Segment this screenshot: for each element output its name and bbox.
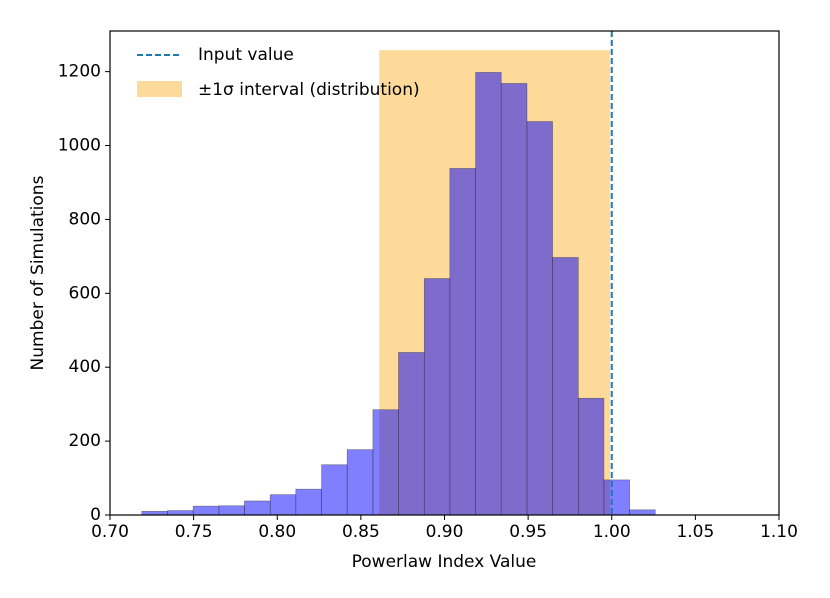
y-tick-label: 1000 [58,136,101,156]
bar [423,278,451,516]
x-tick-label: 0.85 [342,522,380,542]
y-tick-label: 600 [69,283,101,303]
x-tick-label: 0.70 [91,522,129,542]
y-tick-label: 0 [90,505,101,525]
bar [449,168,476,516]
bar [346,449,374,516]
y-tick-label: 400 [69,357,101,377]
bar [321,464,348,516]
bar [475,72,502,516]
legend-interval-swatch [137,81,182,97]
x-tick-label: 1.10 [760,522,798,542]
bar [372,409,399,516]
x-axis-label: Powerlaw Index Value [352,552,537,572]
bar [577,397,605,516]
y-axis-label: Number of Simulations [28,175,48,370]
bar [218,505,245,516]
y-tick-label: 200 [69,431,101,451]
bar [269,494,297,516]
legend-input-label: Input value [198,45,294,65]
x-tick-label: 0.80 [258,522,296,542]
bar [398,352,425,516]
bar [526,121,553,516]
x-tick-label: 0.75 [175,522,213,542]
legend-interval-label: ±1σ interval (distribution) [198,80,420,100]
y-tick-label: 1200 [58,62,101,82]
bar [167,510,194,516]
bar [552,257,579,516]
x-tick-label: 1.05 [676,522,714,542]
x-tick-label: 0.95 [509,522,547,542]
x-tick-label: 0.90 [426,522,464,542]
x-tick-label: 1.00 [593,522,631,542]
bar [603,479,630,516]
bar [629,509,656,516]
bar [295,488,322,516]
bar [244,500,271,516]
y-tick-label: 800 [69,209,101,229]
bar [500,83,528,516]
bar [192,505,220,516]
